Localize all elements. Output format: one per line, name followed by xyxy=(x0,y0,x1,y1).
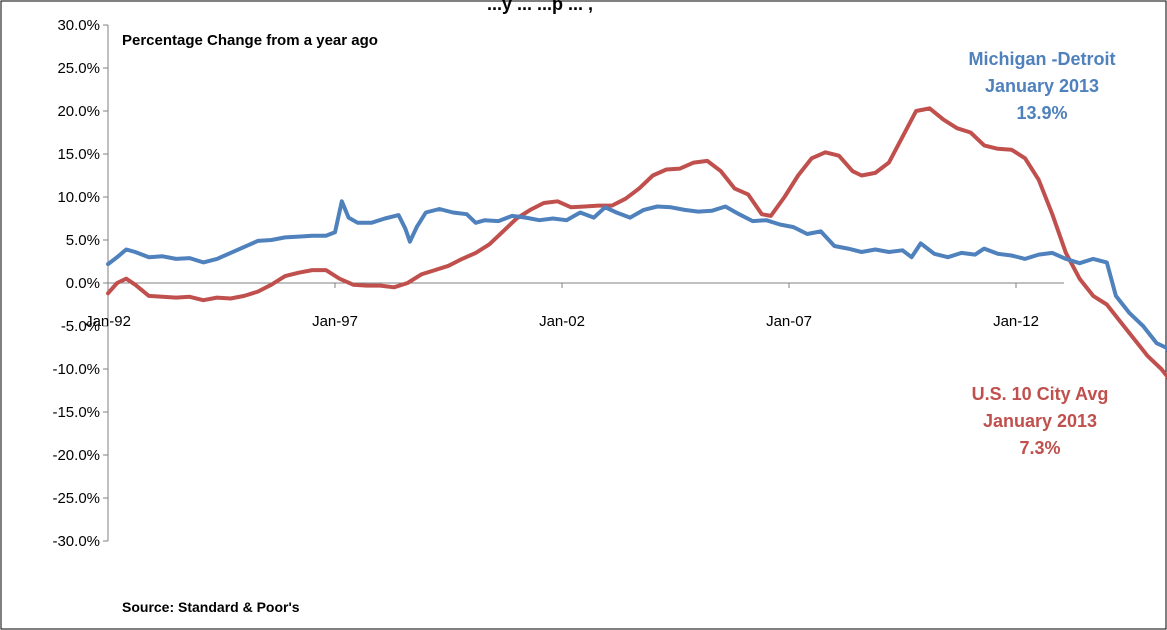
series-label-michigan-detroit: Michigan -Detroit xyxy=(969,49,1116,69)
y-tick-label: -25.0% xyxy=(52,490,100,507)
y-tick-label: 25.0% xyxy=(57,60,100,77)
series-label-us-10-city-avg: 7.3% xyxy=(1019,438,1060,458)
x-tick-label: Jan-12 xyxy=(993,313,1039,330)
x-tick-label: Jan-07 xyxy=(766,313,812,330)
y-tick-label: 15.0% xyxy=(57,146,100,163)
y-tick-label: 10.0% xyxy=(57,189,100,206)
y-tick-label: -10.0% xyxy=(52,361,100,378)
series-label-us-10-city-avg: January 2013 xyxy=(983,411,1097,431)
y-tick-label: -15.0% xyxy=(52,404,100,421)
y-tick-label: -30.0% xyxy=(52,533,100,550)
y-tick-label: -20.0% xyxy=(52,447,100,464)
chart-title-fragment: ...y ... ...p ... , xyxy=(487,0,593,14)
chart-subtitle: Percentage Change from a year ago xyxy=(122,32,378,49)
y-tick-label: 20.0% xyxy=(57,103,100,120)
series-labels: Michigan -Detroit January 2013 13.9% U.S. 1… xyxy=(969,49,1116,458)
series-line-michigan-detroit xyxy=(106,199,1167,352)
y-tick-label: 5.0% xyxy=(66,232,100,249)
y-tick-label: 0.0% xyxy=(66,275,100,292)
series-label-michigan-detroit: 13.9% xyxy=(1016,103,1067,123)
series-label-michigan-detroit: January 2013 xyxy=(985,76,1099,96)
series-line-us-10-city-avg xyxy=(106,106,1167,380)
x-tick-label: Jan-02 xyxy=(539,313,585,330)
y-tick-label: -5.0% xyxy=(61,318,100,335)
x-tick-label: Jan-97 xyxy=(312,313,358,330)
axes: 30.0% 25.0% 20.0% 15.0% 10.0% 5.0% 0.0% -5.0% -1… xyxy=(52,17,1064,550)
series-layer xyxy=(106,106,1167,380)
series-label-us-10-city-avg: U.S. 10 City Avg xyxy=(972,384,1109,404)
y-tick-label: 30.0% xyxy=(57,17,100,34)
x-tick-label: Jan-92 xyxy=(85,313,131,330)
source-note: Source: Standard & Poor's xyxy=(122,599,300,615)
